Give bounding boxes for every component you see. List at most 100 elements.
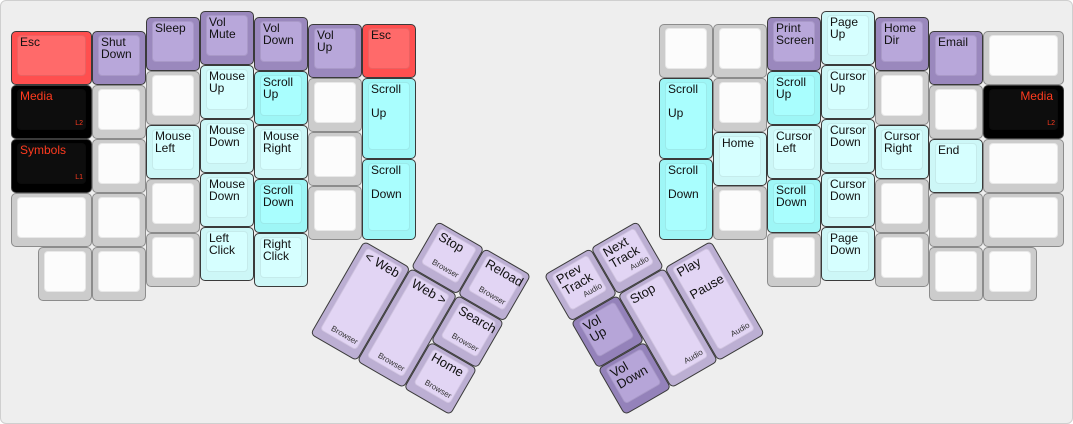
key-mouse-down[interactable]: Mouse Down <box>200 173 254 227</box>
key-blank[interactable] <box>875 179 929 233</box>
key-blank[interactable] <box>146 179 200 233</box>
keycap-top <box>206 177 248 218</box>
key-mouse-right[interactable]: Mouse Right <box>254 125 308 179</box>
key-scroll-down[interactable]: Scroll Down <box>659 159 713 240</box>
key-esc[interactable]: Esc <box>11 31 92 85</box>
keycap-top <box>881 75 923 116</box>
keycap-top <box>719 136 761 177</box>
key-label: Page Up <box>830 15 859 41</box>
key-scroll-up[interactable]: Scroll Up <box>659 78 713 159</box>
keycap-top <box>989 197 1058 238</box>
key-blank[interactable] <box>659 24 713 78</box>
keycap-top <box>773 21 815 62</box>
key-email[interactable]: Email <box>929 31 983 85</box>
keycap-top <box>773 237 815 278</box>
key-blank[interactable] <box>713 24 767 78</box>
keycap-top <box>152 75 194 116</box>
key-page-down[interactable]: Page Down <box>821 227 875 281</box>
key-blank[interactable] <box>92 247 146 301</box>
key-label: Mouse Up <box>209 69 246 95</box>
key-label: Vol Up <box>317 28 334 54</box>
key-blank[interactable] <box>146 233 200 287</box>
keycap-top <box>773 75 815 116</box>
key-scroll-down[interactable]: Scroll Down <box>254 179 308 233</box>
key-blank[interactable] <box>92 139 146 193</box>
key-right-click[interactable]: Right Click <box>254 233 308 287</box>
key-media[interactable]: Media L2 <box>983 85 1064 139</box>
key-mouse-up[interactable]: Mouse Up <box>200 65 254 119</box>
key-blank[interactable] <box>11 193 92 247</box>
key-vol-down[interactable]: Vol Down <box>254 17 308 71</box>
key-print-screen[interactable]: Print Screen <box>767 17 821 71</box>
keycap-top <box>989 89 1058 130</box>
keycap-top <box>314 136 356 177</box>
key-mouse-down[interactable]: Mouse Down <box>200 119 254 173</box>
key-scroll-down[interactable]: Scroll Down <box>767 179 821 233</box>
key-blank[interactable] <box>983 31 1064 85</box>
key-blank[interactable] <box>92 85 146 139</box>
key-cursor-down[interactable]: Cursor Down <box>821 173 875 227</box>
key-label: Symbols <box>20 143 67 157</box>
key-vol-mute[interactable]: Vol Mute <box>200 11 254 65</box>
key-media[interactable]: Media L2 <box>11 85 92 139</box>
key-blank[interactable] <box>713 78 767 132</box>
key-label: Shut Down <box>101 35 132 61</box>
key-cursor-right[interactable]: Cursor Right <box>875 125 929 179</box>
keycap-top <box>152 129 194 170</box>
key-blank[interactable] <box>983 193 1064 247</box>
keycap-top <box>935 251 977 292</box>
key-blank[interactable] <box>929 85 983 139</box>
keycap-top <box>260 129 302 170</box>
key-blank[interactable] <box>983 139 1064 193</box>
keycap-top <box>665 163 707 231</box>
key-blank[interactable] <box>38 247 92 301</box>
key-label: Home Dir <box>884 21 917 47</box>
keycap-top <box>719 190 761 231</box>
key-cursor-down[interactable]: Cursor Down <box>821 119 875 173</box>
key-label: Scroll Up <box>371 82 402 120</box>
key-home-dir[interactable]: Home Dir <box>875 17 929 71</box>
key-left-click[interactable]: Left Click <box>200 227 254 281</box>
key-sublabel: L2 <box>75 120 83 127</box>
key-blank[interactable] <box>875 71 929 125</box>
key-label: Sleep <box>155 21 186 35</box>
keycap-top <box>935 197 977 238</box>
key-scroll-up[interactable]: Scroll Up <box>254 71 308 125</box>
key-blank[interactable] <box>308 78 362 132</box>
key-blank[interactable] <box>308 186 362 240</box>
key-cursor-up[interactable]: Cursor Up <box>821 65 875 119</box>
key-home[interactable]: Home <box>713 132 767 186</box>
key-blank[interactable] <box>146 71 200 125</box>
key-blank[interactable] <box>929 247 983 301</box>
key-label: Vol Mute <box>209 15 236 41</box>
key-scroll-up[interactable]: Scroll Up <box>362 78 416 159</box>
key-blank[interactable] <box>767 233 821 287</box>
keycap-top <box>206 231 248 272</box>
key-page-up[interactable]: Page Up <box>821 11 875 65</box>
key-symbols[interactable]: Symbols L1 <box>11 139 92 193</box>
key-blank[interactable] <box>983 247 1037 301</box>
key-cursor-left[interactable]: Cursor Left <box>767 125 821 179</box>
keycap-top <box>827 69 869 110</box>
key-label: End <box>938 143 960 157</box>
key-sleep[interactable]: Sleep <box>146 17 200 71</box>
key-shut-down[interactable]: Shut Down <box>92 31 146 85</box>
key-blank[interactable] <box>308 132 362 186</box>
keycap-top <box>881 21 923 62</box>
keycap-top <box>98 143 140 184</box>
key-vol-up[interactable]: Vol Up <box>308 24 362 78</box>
key-blank[interactable] <box>929 193 983 247</box>
key-scroll-up[interactable]: Scroll Up <box>767 71 821 125</box>
key-blank[interactable] <box>92 193 146 247</box>
key-esc[interactable]: Esc <box>362 24 416 78</box>
key-label: Cursor Up <box>830 69 867 95</box>
key-mouse-left[interactable]: Mouse Left <box>146 125 200 179</box>
key-blank[interactable] <box>713 186 767 240</box>
key-end[interactable]: End <box>929 139 983 193</box>
key-label: Media <box>1020 89 1053 103</box>
keycap-top <box>935 35 977 76</box>
key-blank[interactable] <box>875 233 929 287</box>
key-scroll-down[interactable]: Scroll Down <box>362 159 416 240</box>
key-sublabel: L1 <box>75 174 83 181</box>
